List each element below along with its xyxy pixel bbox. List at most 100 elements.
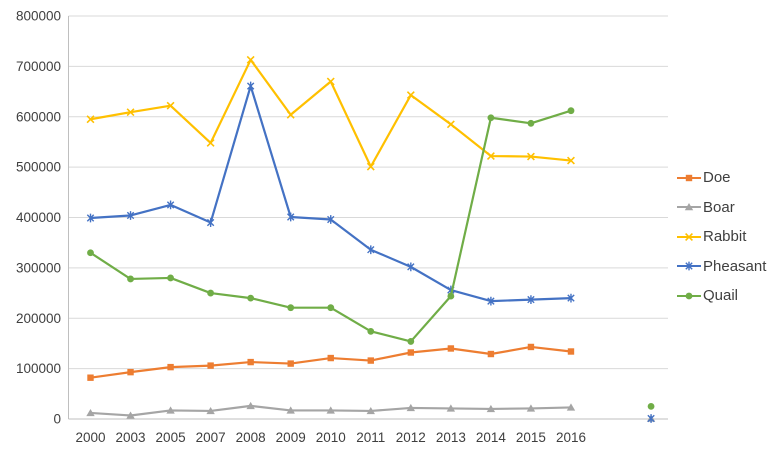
x-axis-label: 2016 (556, 430, 586, 445)
marker-quail (207, 289, 215, 297)
marker-boar (126, 411, 135, 419)
marker-rabbit (166, 101, 175, 110)
marker-boar (246, 401, 255, 410)
legend-label-boar: Boar (703, 198, 735, 216)
x-axis-label: 2003 (116, 430, 146, 445)
marker-rabbit (86, 115, 95, 124)
legend-marker-quail (677, 292, 701, 300)
series-line-rabbit (89, 58, 573, 168)
marker-boar (86, 408, 95, 417)
x-axis-label: 2014 (476, 430, 507, 445)
y-axis-label: 100000 (16, 361, 61, 376)
marker-quail (167, 274, 174, 282)
marker-boar (446, 404, 456, 412)
legend-item-doe: Doe (676, 163, 766, 193)
marker-rabbit (446, 120, 455, 129)
legend-item-quail: Quail (676, 281, 766, 311)
marker-boar (166, 406, 175, 414)
marker-pheasant (206, 218, 215, 227)
legend-label-quail: Quail (703, 287, 739, 305)
x-axis-label: 2009 (276, 430, 306, 445)
marker-quail (527, 119, 535, 127)
marker-boar (486, 404, 496, 413)
marker-quail (567, 107, 575, 115)
marker-doe (127, 368, 134, 376)
marker-pheasant (367, 245, 375, 255)
marker-doe (247, 358, 254, 366)
marker-pheasant (166, 200, 175, 210)
marker-rabbit (126, 108, 135, 117)
marker-quail (327, 304, 335, 312)
marker-rabbit (526, 152, 535, 161)
series-line-doe (89, 345, 573, 379)
marker-pheasant (685, 261, 693, 271)
y-axis-label: 0 (53, 412, 61, 427)
marker-pheasant (126, 211, 135, 220)
x-axis-label: 2000 (75, 430, 105, 445)
marker-boar (684, 203, 694, 211)
marker-rabbit (366, 162, 375, 171)
marker-doe (87, 374, 94, 381)
x-axis-label: 2012 (396, 430, 426, 445)
legend-marker-pheasant (677, 261, 701, 271)
marker-quail (287, 304, 295, 312)
marker-pheasant (487, 296, 495, 306)
x-axis-label: 2013 (436, 430, 466, 445)
marker-quail (367, 327, 375, 335)
marker-quail (647, 403, 655, 410)
marker-rabbit (567, 156, 575, 165)
x-axis-label: 2011 (356, 430, 385, 445)
marker-pheasant (647, 414, 655, 423)
marker-doe (527, 343, 535, 351)
marker-boar (406, 403, 416, 412)
y-axis-label: 300000 (16, 260, 61, 275)
marker-boar (326, 406, 335, 414)
marker-pheasant (246, 81, 255, 91)
marker-doe (685, 174, 693, 181)
marker-boar (286, 406, 295, 414)
marker-doe (447, 345, 455, 352)
marker-doe (407, 349, 415, 356)
marker-quail (87, 249, 94, 257)
marker-pheasant (527, 295, 535, 305)
marker-pheasant (287, 212, 295, 222)
marker-pheasant (567, 293, 575, 303)
x-axis-label: 2005 (156, 430, 186, 445)
marker-doe (167, 363, 174, 371)
marker-boar (566, 403, 576, 411)
marker-doe (487, 350, 495, 358)
marker-doe (327, 354, 334, 362)
legend-label-pheasant: Pheasant (703, 257, 767, 275)
y-axis-label: 500000 (16, 160, 61, 175)
marker-boar (206, 406, 215, 415)
y-axis-label: 800000 (16, 9, 61, 24)
marker-quail (487, 114, 495, 122)
marker-quail (247, 294, 255, 302)
legend-label-rabbit: Rabbit (703, 228, 747, 246)
marker-rabbit (406, 91, 415, 100)
marker-doe (567, 348, 575, 355)
marker-quail (407, 338, 415, 345)
marker-doe (367, 357, 374, 364)
legend-item-rabbit: Rabbit (676, 222, 766, 252)
y-axis-label: 200000 (16, 311, 61, 326)
y-axis-label: 400000 (16, 210, 61, 225)
chart-legend: Doe Boar Rabbit Pheasant Quail (676, 163, 766, 311)
marker-rabbit (685, 232, 693, 241)
marker-rabbit (326, 77, 335, 86)
marker-rabbit (286, 110, 295, 119)
marker-rabbit (206, 138, 215, 147)
marker-doe (287, 360, 294, 367)
legend-item-boar: Boar (676, 193, 766, 223)
marker-doe (207, 362, 214, 369)
legend-marker-rabbit (677, 232, 701, 241)
marker-pheasant (407, 262, 415, 272)
y-axis-label: 700000 (16, 59, 61, 74)
marker-pheasant (86, 213, 95, 223)
marker-pheasant (327, 215, 335, 224)
marker-rabbit (246, 55, 255, 64)
marker-quail (127, 275, 134, 283)
marker-quail (447, 292, 455, 300)
